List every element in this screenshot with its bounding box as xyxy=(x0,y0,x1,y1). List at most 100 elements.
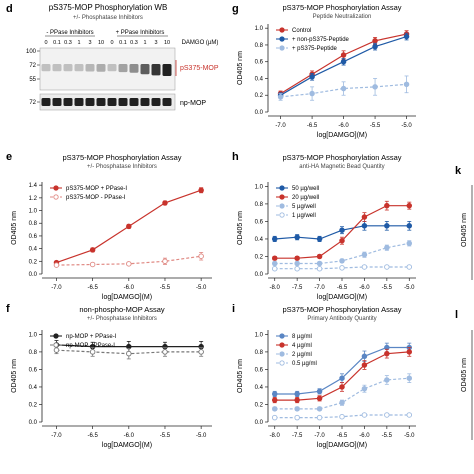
wb-bands-top xyxy=(41,64,172,76)
wb-band-top-label: pS375-MOP xyxy=(180,65,219,72)
x-axis-label: log[DAMGO](M) xyxy=(102,442,152,449)
data-point xyxy=(384,223,390,229)
wb-conc-label: 0.1 xyxy=(119,40,127,46)
data-point xyxy=(361,214,368,220)
legend-marker xyxy=(279,333,285,339)
chart-subtitle: Peptide Neutralization xyxy=(313,14,372,20)
x-tick-label: -5.5 xyxy=(160,285,171,291)
data-point xyxy=(361,353,368,360)
wb-band-top xyxy=(107,64,117,72)
y-tick-label: 0.6 xyxy=(255,367,264,373)
x-tick-label: -8.0 xyxy=(270,433,281,439)
chart-panel-e: e pS375-MOP Phosphorylation Assay +/- Phos… xyxy=(6,151,212,301)
data-point xyxy=(361,362,368,368)
x-tick-label: -6.5 xyxy=(337,433,348,439)
cut-panel-k: k OD405 nm xyxy=(455,165,473,280)
y-tick-label: 0.0 xyxy=(29,420,38,426)
legend-marker xyxy=(279,194,285,200)
data-point xyxy=(406,202,413,209)
data-point xyxy=(316,236,323,242)
legend-label: np-MOP + PPase-I xyxy=(66,334,117,340)
chart-title: non-phospho-MOP Assay xyxy=(79,305,165,314)
wb-band-top xyxy=(41,64,51,72)
legend-marker xyxy=(279,185,285,191)
wb-band-bottom xyxy=(52,98,62,106)
y-tick-label: 0.8 xyxy=(29,350,38,356)
legend-label: pS375-MOP - PPase-I xyxy=(66,195,126,201)
data-point xyxy=(340,58,347,65)
panel-letter-l: l xyxy=(455,309,458,321)
wb-concentration-labels: 0 0.1 0.3 1 3 10 0 0.1 0.3 1 3 10 xyxy=(44,40,170,46)
data-point xyxy=(339,258,345,264)
y-tick-label: 0.8 xyxy=(255,202,264,208)
legend-label: + pS375-Peptide xyxy=(292,46,338,52)
wb-mw-markers-top: 100 72 55 xyxy=(26,49,40,83)
y-tick-label: 1.0 xyxy=(255,184,264,190)
wb-conc-label: 3 xyxy=(154,40,157,46)
y-tick-label: 0.6 xyxy=(29,234,38,240)
wb-band-bottom xyxy=(118,98,128,106)
y-tick-label: 1.0 xyxy=(29,209,38,215)
data-point xyxy=(340,85,347,92)
chart-subtitle: +/- Phosphatase Inhibitors xyxy=(87,316,157,322)
wb-group-plus: + PPase Inhibitors xyxy=(116,30,165,36)
panel-letter: i xyxy=(232,303,235,315)
legend-label: 0.5 µg/ml xyxy=(292,361,317,367)
x-tick-label: -5.5 xyxy=(370,123,381,129)
data-point xyxy=(198,187,204,193)
data-point xyxy=(339,265,345,271)
wb-band-bottom xyxy=(107,98,117,106)
y-tick-label: 1.0 xyxy=(255,26,264,32)
legend-label: 50 µg/well xyxy=(292,186,319,192)
wb-conc-label: 0 xyxy=(110,40,113,46)
x-tick-label: -6.5 xyxy=(87,433,98,439)
wb-conc-label: 0.1 xyxy=(53,40,61,46)
x-tick-label: -5.5 xyxy=(160,433,171,439)
data-point xyxy=(339,413,345,420)
series-line xyxy=(280,83,407,98)
data-point xyxy=(294,234,300,240)
data-point xyxy=(53,347,60,353)
wb-subtitle: +/- Phosphatase Inhibitors xyxy=(73,15,143,21)
x-tick-label: -7.0 xyxy=(275,123,286,129)
chart-subtitle: anti-HA Magnetic Bead Quantity xyxy=(299,164,384,170)
x-axis-label: log[DAMGO](M) xyxy=(317,294,367,301)
y-tick-label: 0.2 xyxy=(255,93,264,99)
wb-band-top xyxy=(118,64,128,73)
wb-band-top xyxy=(151,64,161,76)
data-point xyxy=(271,406,278,412)
cut-panel-l: l OD405 nm xyxy=(455,309,473,440)
y-axis-label: OD405 nm xyxy=(237,211,244,245)
wb-band-bottom xyxy=(63,98,73,106)
y-tick-label: 0.2 xyxy=(255,402,264,408)
wb-band-top xyxy=(96,64,106,72)
x-tick-label: -5.0 xyxy=(404,433,415,439)
y-tick-label: 0.6 xyxy=(255,60,264,66)
y-tick-label: 1.4 xyxy=(29,183,38,189)
wb-conc-label: 0.3 xyxy=(64,40,72,46)
legend-label: np-MOP - PPase-I xyxy=(66,343,115,349)
panel-letter: f xyxy=(6,303,10,315)
legend-marker xyxy=(279,27,285,33)
y-tick-label: 0.8 xyxy=(255,350,264,356)
data-point xyxy=(384,244,390,251)
data-point xyxy=(339,237,345,244)
y-tick-label: 0.2 xyxy=(29,402,38,408)
chart-panel-i: i pS375-MOP Phosphorylation Assay Primary … xyxy=(232,303,416,449)
x-tick-label: -6.5 xyxy=(307,123,318,129)
legend-marker xyxy=(279,203,285,209)
legend-marker xyxy=(53,342,59,348)
x-tick-label: -5.0 xyxy=(404,285,415,291)
legend-marker xyxy=(279,351,285,357)
legend-label: 1 µg/well xyxy=(292,213,316,219)
data-point xyxy=(309,90,315,97)
y-tick-label: 0.8 xyxy=(255,43,264,49)
l-ylabel: OD405 nm xyxy=(461,358,468,392)
data-point xyxy=(271,255,278,261)
data-point xyxy=(361,264,368,270)
x-tick-label: -6.5 xyxy=(87,285,98,291)
panel-letter: h xyxy=(232,151,239,163)
data-point xyxy=(316,260,323,267)
data-point xyxy=(89,247,96,253)
